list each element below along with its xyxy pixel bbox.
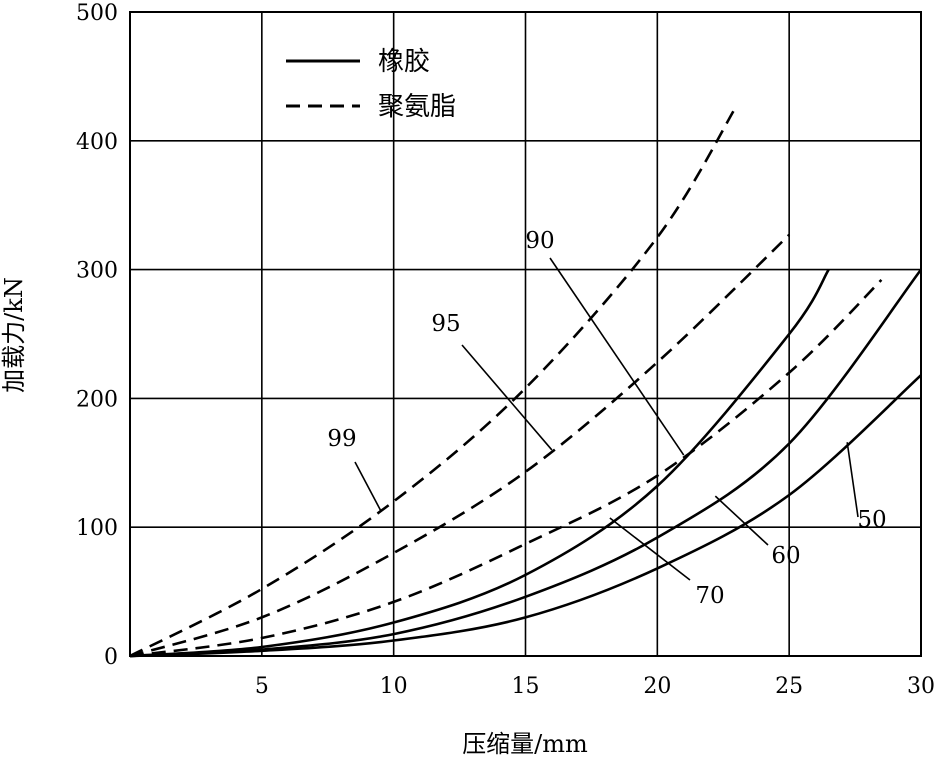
x-tick-label: 10: [380, 674, 408, 699]
curve-leader-95: [461, 344, 553, 451]
y-tick-label: 200: [76, 387, 118, 412]
grid: [129, 11, 922, 657]
series-line-95: [129, 233, 791, 658]
curve-label-90: 90: [525, 228, 554, 254]
curve-leader-60: [714, 495, 769, 546]
x-tick-label: 25: [775, 674, 803, 699]
curve-leader-50: [846, 442, 859, 518]
y-tick-label: 500: [76, 1, 118, 26]
series-line-90: [129, 278, 883, 658]
x-tick-label: 15: [512, 674, 540, 699]
curve-leader-70: [609, 517, 691, 581]
curve-leader-99: [354, 461, 382, 511]
curve-leader-90: [549, 257, 685, 456]
legend-label-polyurethane: 聚氨脂: [378, 92, 456, 122]
curve-label-95: 95: [431, 311, 460, 337]
curve-label-50: 50: [857, 507, 886, 533]
curve-label-70: 70: [695, 583, 724, 609]
legend: 橡胶 聚氨脂: [286, 47, 456, 122]
y-tick-label: 0: [104, 645, 118, 670]
series-line-60: [129, 268, 923, 658]
y-tick-label: 400: [76, 130, 118, 155]
series-line-99: [129, 105, 738, 658]
y-tick-label: 300: [76, 259, 118, 284]
curve-label-99: 99: [327, 426, 356, 452]
curve-labels: 50 60 70 90 95 99: [327, 228, 886, 609]
y-tick-label: 100: [76, 516, 118, 541]
series-line-70: [129, 268, 830, 658]
series-group: [129, 105, 923, 658]
x-axis-title: 压缩量/mm: [462, 730, 588, 758]
x-tick-label: 5: [255, 674, 269, 699]
curve-label-60: 60: [771, 543, 800, 569]
legend-label-rubber: 橡胶: [378, 47, 430, 77]
x-tick-label: 30: [907, 674, 935, 699]
x-tick-label: 20: [643, 674, 671, 699]
y-axis-title: 加载力/kN: [0, 277, 28, 393]
